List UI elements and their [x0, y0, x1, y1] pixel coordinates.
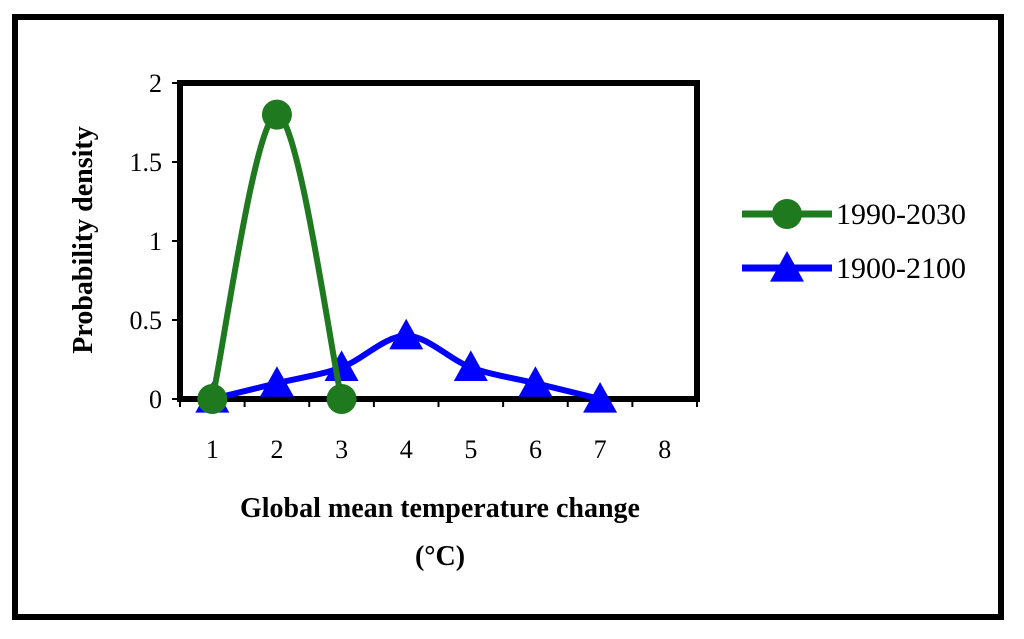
x-tick-label: 4 [400, 435, 413, 464]
data-point [453, 350, 488, 381]
data-point [324, 350, 359, 381]
x-tick-label: 7 [594, 435, 607, 464]
legend-marker [770, 251, 804, 282]
x-tick-label: 3 [335, 435, 348, 464]
x-tick-label: 2 [270, 435, 283, 464]
legend-label: 1990-2030 [836, 198, 966, 231]
data-point [518, 366, 553, 397]
legend-marker [772, 199, 802, 229]
y-tick-label: 1 [149, 227, 162, 256]
y-tick-label: 2 [149, 69, 162, 98]
x-tick-label: 6 [529, 435, 542, 464]
series-line [209, 111, 345, 400]
x-tick-label: 1 [206, 435, 219, 464]
legend-label: 1900-2100 [836, 252, 966, 285]
y-tick-label: 0.5 [130, 306, 163, 335]
y-tick-label: 1.5 [130, 148, 163, 177]
x-axis-title: Global mean temperature change [240, 493, 640, 524]
data-point [326, 384, 357, 414]
x-tick-label: 5 [464, 435, 477, 464]
data-point [261, 99, 292, 130]
data-point [197, 384, 228, 414]
x-tick-label: 8 [658, 435, 671, 464]
y-axis-title: Probability density [68, 126, 99, 353]
legend: 1990-2030 1900-2100 [742, 198, 966, 285]
data-point [583, 382, 618, 413]
data-point [259, 366, 294, 397]
y-tick-label: 0 [149, 385, 162, 414]
x-axis-unit: (°C) [415, 541, 465, 572]
data-point [389, 318, 424, 350]
